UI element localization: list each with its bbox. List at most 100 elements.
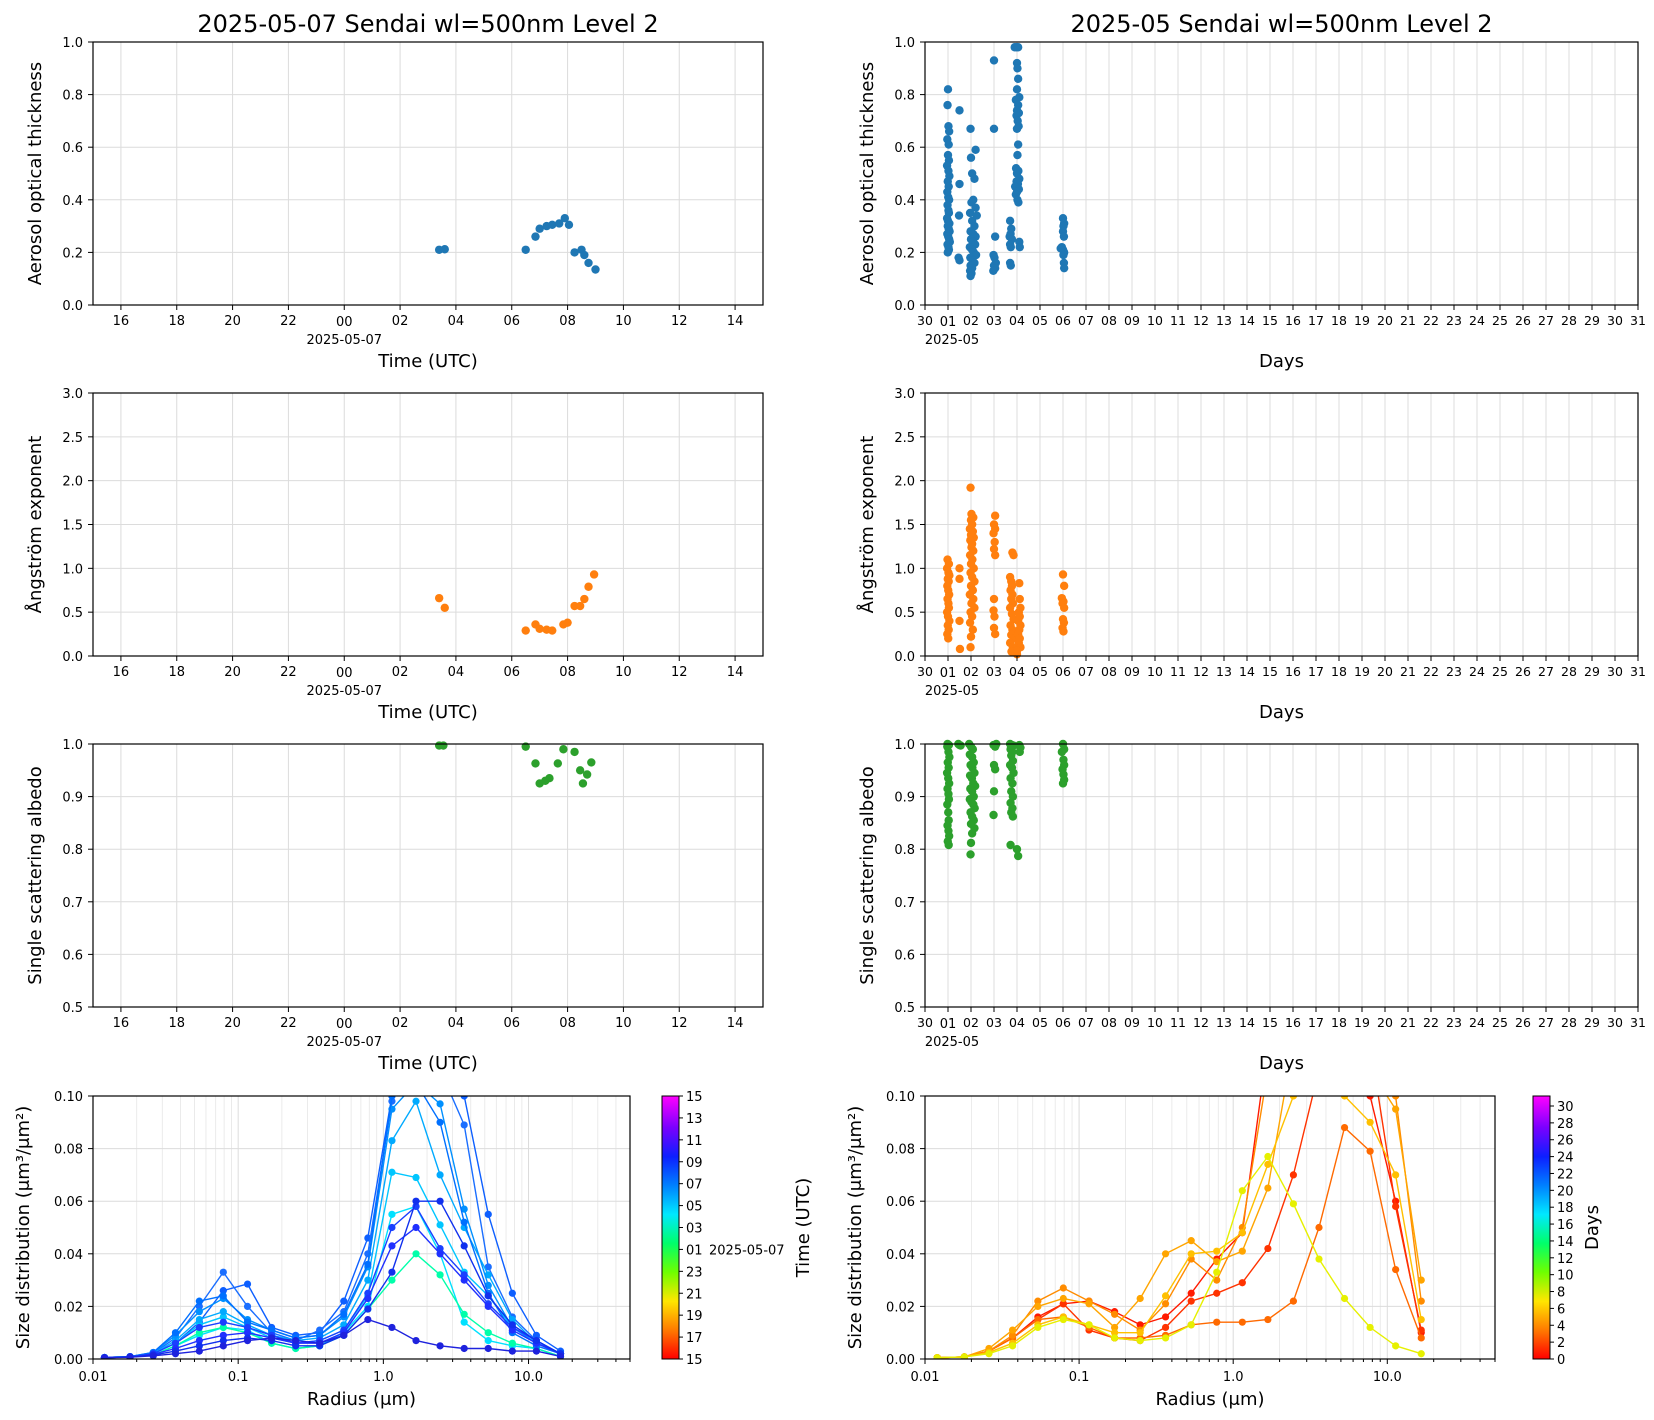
- daily-angstrom-chart: 16 18 20 22 00 02 04 06 08 10 12 14 0.0 0.5 1.0 1.5 2.0 2…: [24, 387, 764, 723]
- series-point: [388, 1168, 396, 1176]
- colorbar-tick-label: 15: [686, 1090, 703, 1105]
- data-point: [531, 232, 540, 241]
- x-tick-label: 01: [940, 315, 957, 330]
- x-tick-label: 09: [1124, 313, 1140, 328]
- data-point: [1013, 150, 1022, 160]
- series-point: [1341, 1040, 1348, 1047]
- series-point: [436, 1100, 444, 1108]
- data-point: [553, 759, 563, 768]
- data-point: [580, 594, 589, 604]
- colorbar-tick-label: 24: [1557, 1151, 1574, 1166]
- data-point: [956, 741, 965, 750]
- x-tick-label: 30: [917, 313, 933, 328]
- series-point: [292, 1336, 300, 1345]
- series-point: [1367, 1066, 1374, 1073]
- series-point: [1367, 1040, 1374, 1047]
- y-tick-label: 1.0: [62, 738, 83, 753]
- series-point: [484, 1271, 492, 1279]
- data-point: [990, 232, 1000, 241]
- x-tick-label: 18: [1331, 1015, 1347, 1030]
- series-point: [460, 1205, 468, 1213]
- x-tick-label: 19: [1354, 664, 1370, 679]
- x-tick-label: 23: [1446, 313, 1462, 328]
- x-tick-label: 12: [671, 1016, 688, 1031]
- y-tick-label: 0.0: [894, 650, 915, 665]
- x-tick-label: 25: [1492, 664, 1508, 679]
- series-point: [1392, 1171, 1400, 1179]
- x-tick-label: 16: [113, 1016, 130, 1031]
- x-axis-label: Days: [1259, 351, 1304, 372]
- series-point: [436, 1221, 444, 1229]
- x-tick-label: 12: [1193, 664, 1209, 679]
- x-tick-label: 10.0: [1373, 1370, 1402, 1385]
- data-point: [955, 179, 964, 189]
- series-point: [195, 1323, 203, 1332]
- chart-title: 2025-05-07 Sendai wl=500nm Level 2: [197, 10, 658, 38]
- x-tick-label: 06: [1055, 1015, 1071, 1030]
- series-line: [937, 1096, 1422, 1359]
- data-point: [965, 618, 975, 627]
- series-line: [104, 1171, 561, 1359]
- series-point: [1161, 1300, 1170, 1308]
- series-point: [484, 1336, 492, 1345]
- series-line: [104, 1226, 561, 1359]
- data-point: [545, 773, 554, 783]
- x-tick-label: 27: [1538, 664, 1554, 679]
- x-tick-label: 12: [671, 665, 688, 680]
- x-tick-label: 20: [1377, 664, 1393, 679]
- series-point: [1059, 1284, 1067, 1292]
- y-tick-label: 1.0: [62, 36, 83, 51]
- data-point: [989, 124, 999, 133]
- x-tick-label: 31: [1630, 1015, 1646, 1030]
- series-point: [508, 1339, 516, 1347]
- x-tick-label: 10: [615, 665, 632, 680]
- series-point: [1417, 1276, 1425, 1284]
- series-point: [1213, 1289, 1221, 1297]
- series-point: [243, 1336, 252, 1345]
- x-tick-label: 23: [1446, 1015, 1462, 1030]
- series-point: [1417, 1334, 1425, 1342]
- y-axis-label: Ångström exponent: [856, 436, 878, 614]
- series-point: [1340, 1096, 1349, 1100]
- series-point: [1111, 1334, 1119, 1342]
- series-point: [1366, 1147, 1374, 1155]
- data-point: [1057, 747, 1067, 757]
- x-tick-label: 08: [559, 314, 576, 329]
- data-point: [1013, 851, 1023, 861]
- monthly-ssa-chart: 30 01 02 03 04 05 06 07 08 09 10 11 12 13 14 15 16 17 18 19…: [857, 738, 1646, 1074]
- date-label: 2025-05: [925, 333, 979, 348]
- y-tick-label: 0.0: [62, 650, 83, 665]
- data-point: [1013, 43, 1023, 52]
- series-point: [412, 1173, 420, 1182]
- x-tick-label: 12: [671, 314, 688, 329]
- y-tick-label: 0.8: [62, 89, 83, 104]
- data-point: [1012, 646, 1022, 655]
- series-point: [532, 1331, 540, 1339]
- series-point: [1367, 1040, 1374, 1047]
- y-tick-label: 0.08: [886, 1143, 915, 1158]
- series-point: [484, 1329, 492, 1337]
- y-tick-label: 1.5: [894, 519, 915, 534]
- data-point: [955, 616, 964, 626]
- data-point: [990, 765, 1000, 774]
- series-point: [412, 1079, 419, 1086]
- series-point: [388, 1276, 396, 1284]
- data-point: [943, 100, 952, 110]
- x-tick-label: 0.01: [79, 1370, 108, 1385]
- x-tick-label: 18: [168, 314, 185, 329]
- date-label: 2025-05: [925, 1035, 979, 1050]
- x-tick-label: 17: [1308, 664, 1324, 679]
- monthly-size-distribution-chart: 0.01 0.1 1.0 10.0 0.00 0.02 0.04 0.06 0.08 0.10 Ra…: [845, 1040, 1603, 1410]
- x-tick-label: 22: [280, 314, 297, 329]
- x-tick-label: 20: [1377, 1015, 1393, 1030]
- x-tick-label: 30: [1607, 313, 1623, 328]
- series-point: [1136, 1336, 1144, 1345]
- series-point: [243, 1323, 252, 1332]
- colorbar-tick-label: 4: [1557, 1319, 1565, 1334]
- colorbar-tick-label: 07: [686, 1178, 703, 1193]
- series-point: [1008, 1326, 1017, 1334]
- y-tick-label: 0.10: [886, 1090, 915, 1105]
- x-tick-label: 30: [1607, 664, 1623, 679]
- x-tick-label: 10: [615, 1016, 632, 1031]
- x-tick-label: 20: [1377, 313, 1393, 328]
